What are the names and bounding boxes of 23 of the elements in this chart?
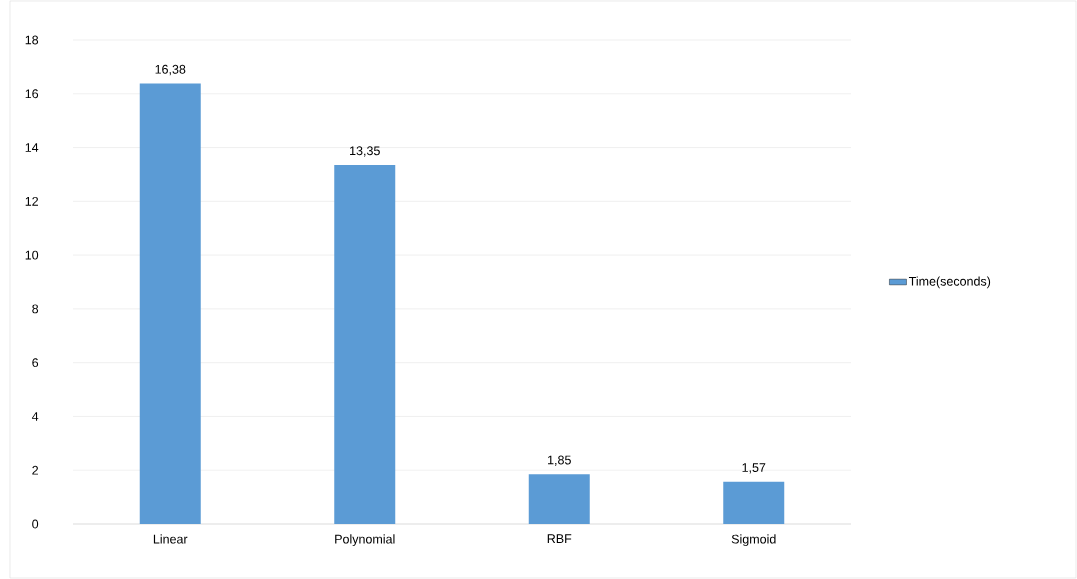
x-tick-label: Sigmoid bbox=[731, 534, 776, 547]
x-tick-label: RBF bbox=[547, 534, 572, 543]
y-tick-label: 12 bbox=[25, 196, 38, 206]
legend-label: Time(seconds) bbox=[908, 276, 991, 289]
y-tick-label: 4 bbox=[31, 412, 39, 421]
y-tick-label: 14 bbox=[25, 143, 39, 152]
y-tick-label: 10 bbox=[25, 250, 39, 260]
bar bbox=[528, 474, 590, 524]
y-tick-label: 2 bbox=[32, 465, 38, 475]
data-label: 16,38 bbox=[155, 64, 186, 76]
y-tick-label: 0 bbox=[32, 519, 39, 529]
y-tick-label: 18 bbox=[25, 35, 39, 45]
y-tick-label: 6 bbox=[32, 358, 39, 368]
x-tick-label: Polynomial bbox=[335, 534, 395, 547]
data-label: 1,57 bbox=[742, 463, 766, 474]
bar bbox=[139, 83, 201, 524]
data-label: 1,85 bbox=[548, 455, 571, 466]
bar bbox=[334, 165, 396, 524]
y-tick-label: 16 bbox=[25, 89, 39, 99]
y-tick-label: 8 bbox=[32, 304, 39, 314]
bar bbox=[723, 481, 785, 524]
x-tick-label: Linear bbox=[153, 534, 188, 544]
data-label: 13,35 bbox=[350, 146, 380, 157]
